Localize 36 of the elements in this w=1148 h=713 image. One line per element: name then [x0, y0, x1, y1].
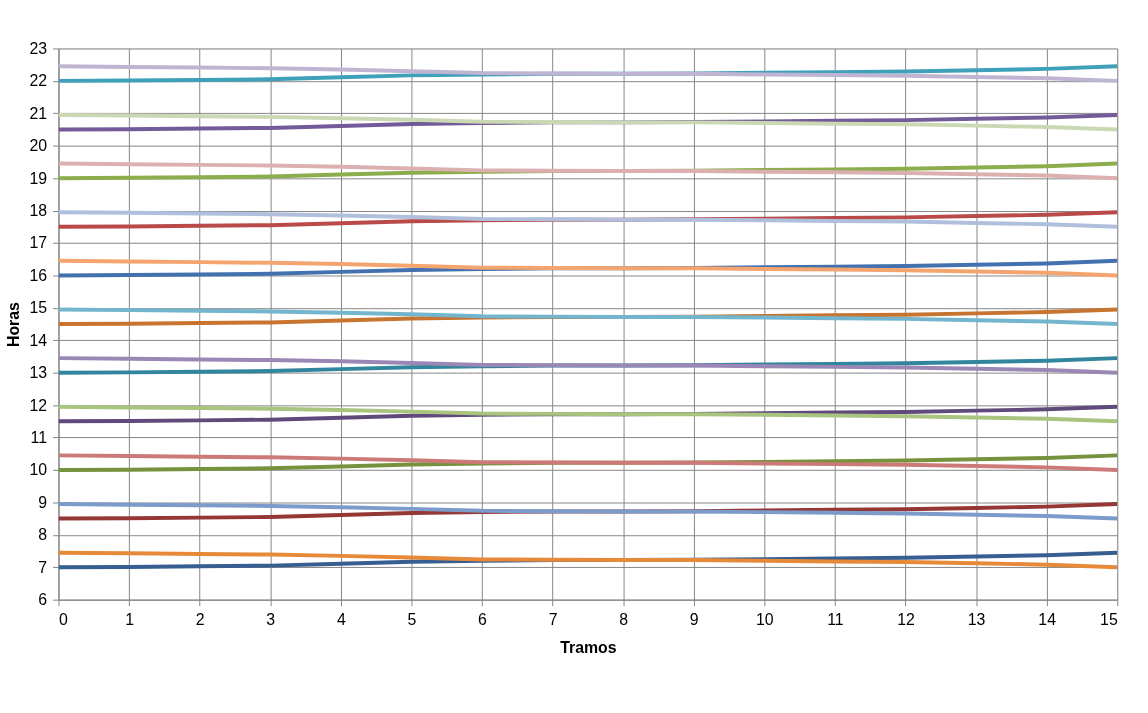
y-tick-label: 12 [29, 396, 48, 414]
y-tick-label: 22 [29, 72, 48, 90]
y-tick-label: 18 [29, 202, 48, 220]
y-axis-title: Horas [4, 301, 22, 348]
x-tick-label: 13 [967, 610, 986, 628]
x-tick-label: 3 [266, 610, 276, 628]
y-tick-label: 7 [38, 558, 48, 576]
x-tick-label: 0 [58, 610, 68, 628]
x-tick-label: 9 [689, 610, 699, 628]
y-tick-label: 10 [29, 461, 48, 479]
y-tick-label: 15 [29, 299, 48, 317]
y-tick-label: 20 [29, 137, 48, 155]
y-tick-label: 17 [29, 234, 48, 252]
x-tick-label: 8 [619, 610, 629, 628]
y-tick-label: 23 [29, 39, 48, 57]
x-tick-label: 14 [1038, 610, 1057, 628]
y-tick-label: 8 [38, 526, 48, 544]
y-tick-label: 19 [29, 169, 48, 187]
y-tick-label: 9 [38, 493, 48, 511]
x-tick-label: 15 [1100, 610, 1118, 628]
x-axis-title: Tramos [560, 638, 617, 656]
x-tick-label: 2 [195, 610, 205, 628]
x-tick-label: 4 [336, 610, 346, 628]
y-tick-label: 16 [29, 266, 48, 284]
y-tick-label: 6 [38, 591, 48, 609]
y-tick-label: 13 [29, 364, 48, 382]
x-tick-label: 11 [827, 610, 844, 628]
x-tick-label: 7 [548, 610, 558, 628]
x-tick-label: 6 [478, 610, 488, 628]
x-tick-label: 10 [756, 610, 774, 628]
y-tick-label: 14 [29, 331, 48, 349]
y-tick-label: 11 [30, 429, 48, 446]
x-tick-label: 12 [897, 610, 916, 628]
x-tick-label: 5 [407, 610, 417, 628]
y-tick-label: 21 [29, 104, 48, 122]
x-tick-label: 1 [125, 610, 135, 628]
